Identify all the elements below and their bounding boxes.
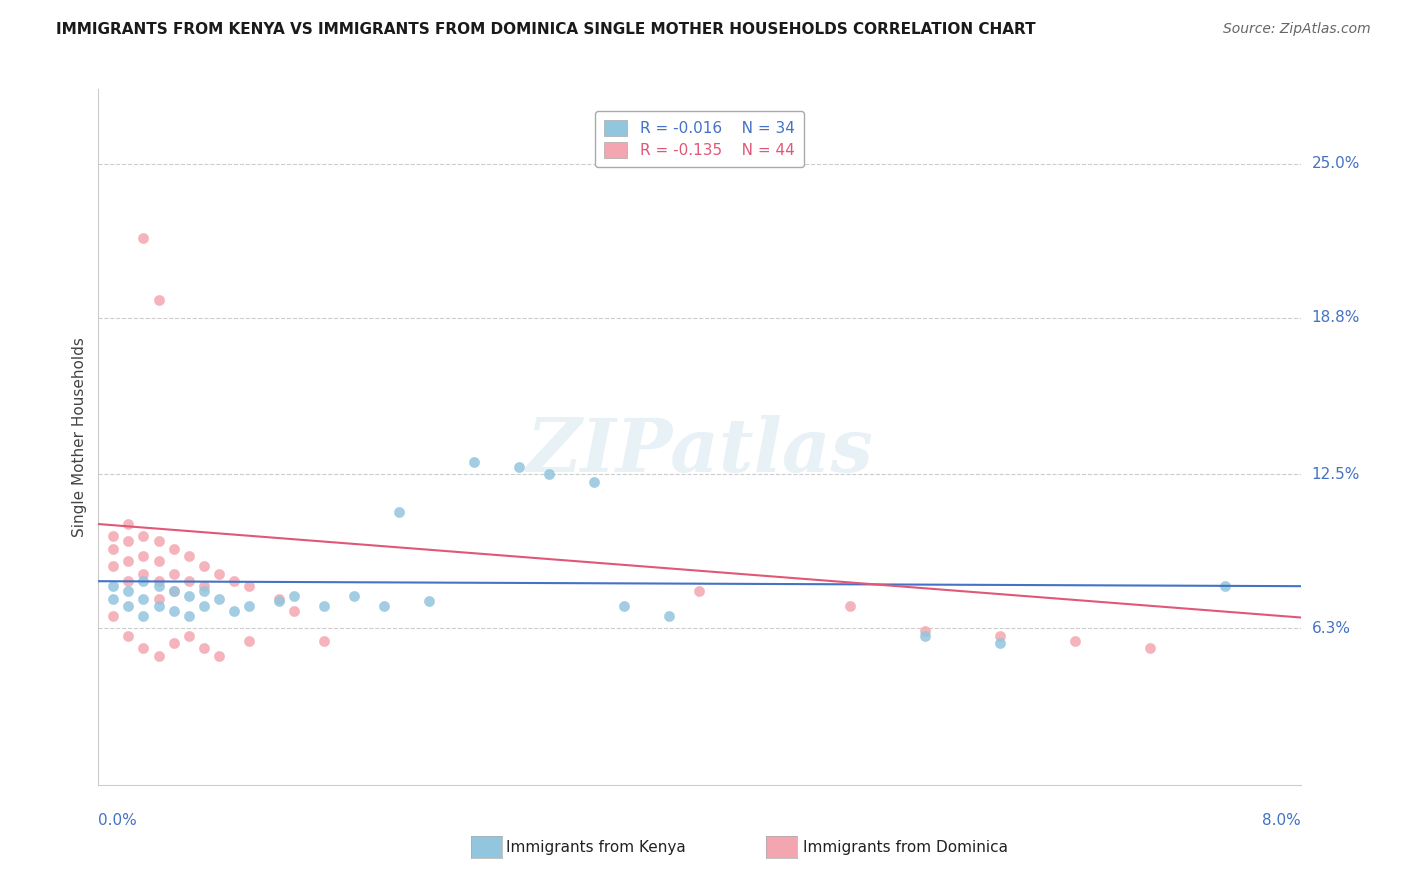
Text: 12.5%: 12.5%	[1312, 467, 1360, 482]
Point	[838, 599, 860, 613]
Point	[988, 636, 1011, 650]
Point	[132, 529, 155, 543]
Point	[373, 599, 395, 613]
Point	[343, 589, 366, 603]
Point	[103, 529, 125, 543]
Point	[208, 648, 231, 663]
Point	[103, 559, 125, 574]
Point	[148, 293, 170, 308]
Point	[177, 589, 200, 603]
Point	[312, 599, 335, 613]
Point	[103, 579, 125, 593]
Point	[538, 467, 561, 482]
Point	[283, 604, 305, 618]
Point	[117, 584, 139, 599]
Point	[193, 599, 215, 613]
Point	[177, 549, 200, 564]
Point	[117, 516, 139, 531]
Point	[1139, 641, 1161, 656]
Point	[193, 559, 215, 574]
Text: Immigrants from Dominica: Immigrants from Dominica	[803, 840, 1008, 855]
Text: 18.8%: 18.8%	[1312, 310, 1360, 326]
Point	[162, 584, 184, 599]
Text: IMMIGRANTS FROM KENYA VS IMMIGRANTS FROM DOMINICA SINGLE MOTHER HOUSEHOLDS CORRE: IMMIGRANTS FROM KENYA VS IMMIGRANTS FROM…	[56, 22, 1036, 37]
Point	[162, 636, 184, 650]
Point	[583, 475, 606, 489]
Point	[222, 604, 245, 618]
Point	[148, 648, 170, 663]
Point	[103, 541, 125, 556]
Legend: R = -0.016    N = 34, R = -0.135    N = 44: R = -0.016 N = 34, R = -0.135 N = 44	[595, 111, 804, 167]
Point	[177, 609, 200, 624]
Point	[132, 549, 155, 564]
Point	[988, 629, 1011, 643]
Point	[162, 604, 184, 618]
Point	[193, 584, 215, 599]
Point	[148, 534, 170, 549]
Y-axis label: Single Mother Households: Single Mother Households	[72, 337, 87, 537]
Point	[117, 554, 139, 568]
Point	[688, 584, 710, 599]
Text: 25.0%: 25.0%	[1312, 156, 1360, 171]
Point	[162, 584, 184, 599]
Point	[463, 455, 485, 469]
Point	[148, 574, 170, 589]
Text: 6.3%: 6.3%	[1312, 621, 1351, 636]
Point	[177, 629, 200, 643]
Point	[117, 534, 139, 549]
Text: ZIPatlas: ZIPatlas	[526, 415, 873, 487]
Point	[103, 609, 125, 624]
Point	[267, 594, 290, 608]
Point	[148, 599, 170, 613]
Point	[148, 591, 170, 606]
Point	[267, 591, 290, 606]
Point	[132, 641, 155, 656]
Point	[508, 459, 530, 474]
Point	[208, 591, 231, 606]
Point	[613, 599, 636, 613]
Point	[177, 574, 200, 589]
Point	[222, 574, 245, 589]
Point	[117, 574, 139, 589]
Point	[238, 599, 260, 613]
Text: 8.0%: 8.0%	[1261, 813, 1301, 828]
Point	[193, 641, 215, 656]
Point	[148, 554, 170, 568]
Point	[914, 629, 936, 643]
Text: 0.0%: 0.0%	[98, 813, 138, 828]
Point	[103, 591, 125, 606]
Point	[148, 579, 170, 593]
Point	[132, 566, 155, 581]
Point	[193, 579, 215, 593]
Point	[283, 589, 305, 603]
Text: Source: ZipAtlas.com: Source: ZipAtlas.com	[1223, 22, 1371, 37]
Point	[1064, 633, 1087, 648]
Point	[162, 541, 184, 556]
Point	[914, 624, 936, 638]
Point	[132, 231, 155, 245]
Point	[132, 609, 155, 624]
Point	[162, 566, 184, 581]
Point	[132, 574, 155, 589]
Point	[117, 599, 139, 613]
Point	[658, 609, 681, 624]
Point	[132, 591, 155, 606]
Point	[418, 594, 440, 608]
Point	[238, 579, 260, 593]
Point	[208, 566, 231, 581]
Text: Immigrants from Kenya: Immigrants from Kenya	[506, 840, 686, 855]
Point	[312, 633, 335, 648]
Point	[388, 505, 411, 519]
Point	[117, 629, 139, 643]
Point	[238, 633, 260, 648]
Point	[1215, 579, 1237, 593]
